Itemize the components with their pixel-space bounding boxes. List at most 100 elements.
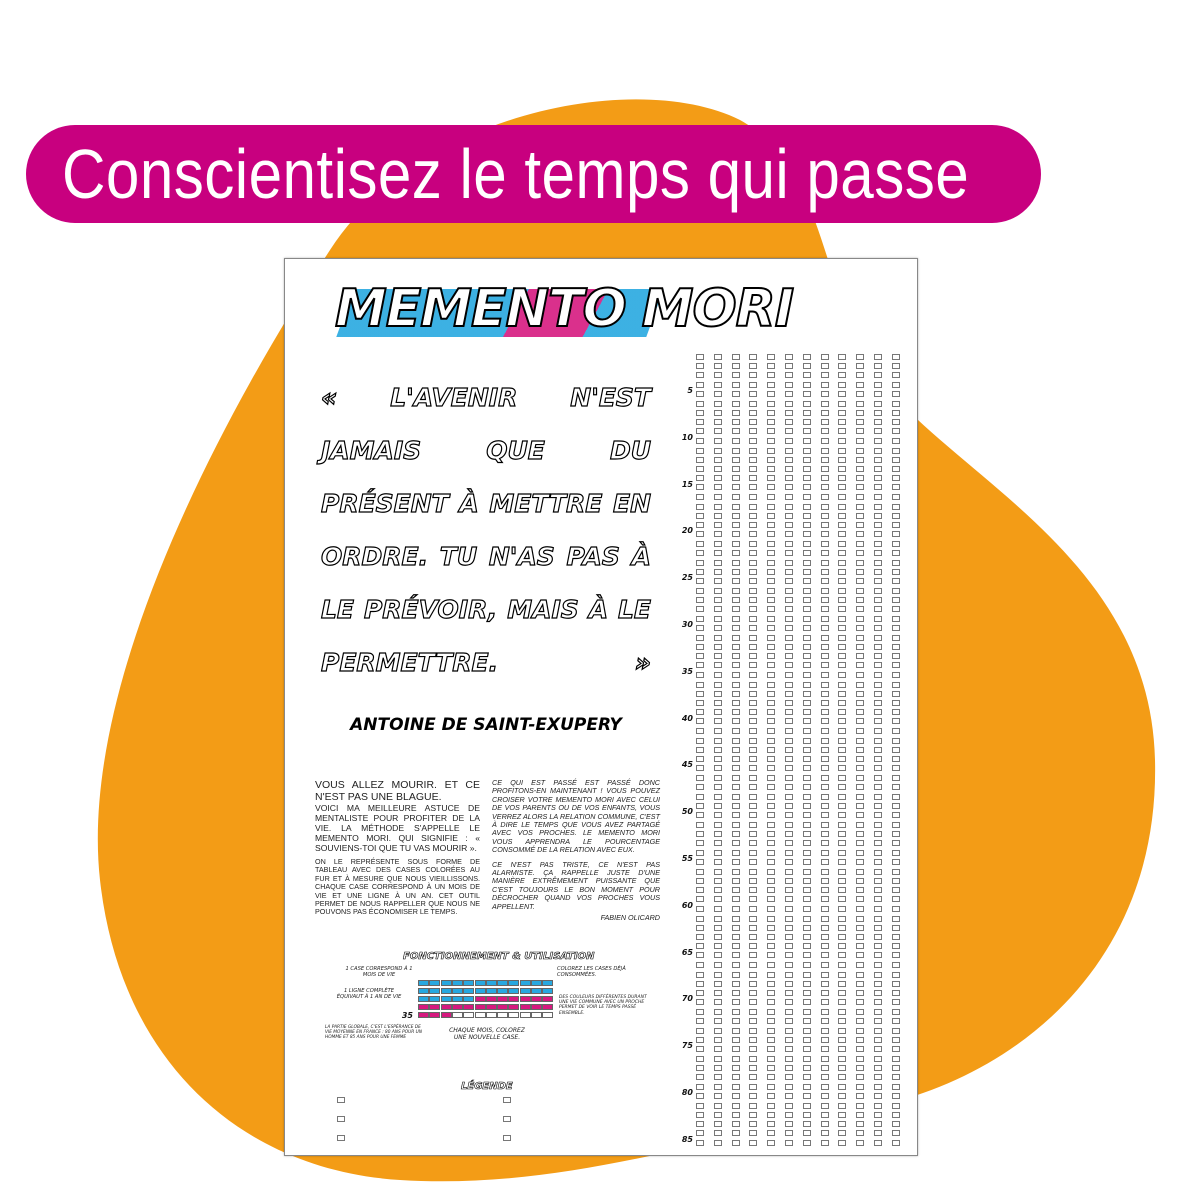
month-cell[interactable] <box>785 971 793 978</box>
month-cell[interactable] <box>838 494 847 501</box>
month-cell[interactable] <box>891 905 900 912</box>
month-cell[interactable] <box>767 924 776 931</box>
month-cell[interactable] <box>731 512 740 519</box>
month-cell[interactable] <box>802 1036 811 1043</box>
month-cell[interactable] <box>767 896 776 903</box>
month-cell[interactable] <box>713 522 722 528</box>
month-cell[interactable] <box>802 644 811 650</box>
month-cell[interactable] <box>802 887 811 894</box>
month-cell[interactable] <box>838 1056 847 1062</box>
month-cell[interactable] <box>785 1083 793 1090</box>
month-cell[interactable] <box>713 644 722 650</box>
month-cell[interactable] <box>874 363 882 370</box>
month-cell[interactable] <box>820 1139 829 1146</box>
month-cell[interactable] <box>891 588 900 594</box>
month-cell[interactable] <box>802 690 811 697</box>
month-cell[interactable] <box>767 934 776 940</box>
month-cell[interactable] <box>696 354 704 360</box>
month-cell[interactable] <box>749 896 758 903</box>
month-cell[interactable] <box>696 849 704 856</box>
month-cell[interactable] <box>696 419 704 426</box>
month-cell[interactable] <box>874 644 882 650</box>
month-cell[interactable] <box>802 381 811 388</box>
month-cell[interactable] <box>820 1074 829 1081</box>
month-cell[interactable] <box>713 728 722 735</box>
month-cell[interactable] <box>856 1130 865 1137</box>
month-cell[interactable] <box>891 737 900 744</box>
month-cell[interactable] <box>749 1139 758 1146</box>
month-cell[interactable] <box>713 1065 722 1072</box>
month-cell[interactable] <box>785 484 793 491</box>
month-cell[interactable] <box>749 419 758 426</box>
month-cell[interactable] <box>802 962 811 969</box>
month-cell[interactable] <box>767 662 776 669</box>
month-cell[interactable] <box>731 522 740 528</box>
month-cell[interactable] <box>767 999 776 1006</box>
month-cell[interactable] <box>802 812 811 818</box>
month-cell[interactable] <box>713 588 722 594</box>
month-cell[interactable] <box>820 700 829 706</box>
month-cell[interactable] <box>802 1139 811 1146</box>
month-cell[interactable] <box>713 952 722 959</box>
month-cell[interactable] <box>767 1102 776 1109</box>
month-cell[interactable] <box>785 1065 793 1072</box>
month-cell[interactable] <box>696 1074 704 1081</box>
month-cell[interactable] <box>820 756 829 762</box>
month-cell[interactable] <box>713 934 722 940</box>
month-cell[interactable] <box>767 962 776 969</box>
month-cell[interactable] <box>856 793 865 800</box>
month-cell[interactable] <box>713 896 722 903</box>
month-cell[interactable] <box>874 531 882 538</box>
month-cell[interactable] <box>713 858 722 865</box>
month-cell[interactable] <box>713 756 722 762</box>
month-cell[interactable] <box>874 971 882 978</box>
month-cell[interactable] <box>731 484 740 491</box>
month-cell[interactable] <box>785 606 793 613</box>
month-cell[interactable] <box>731 775 740 782</box>
month-cell[interactable] <box>891 980 900 987</box>
month-cell[interactable] <box>838 1009 847 1016</box>
month-cell[interactable] <box>856 990 865 996</box>
month-cell[interactable] <box>731 466 740 472</box>
month-cell[interactable] <box>731 990 740 996</box>
month-cell[interactable] <box>785 681 793 688</box>
month-cell[interactable] <box>838 1018 847 1025</box>
month-cell[interactable] <box>696 634 704 641</box>
month-cell[interactable] <box>838 793 847 800</box>
month-cell[interactable] <box>874 578 882 584</box>
month-cell[interactable] <box>874 1065 882 1072</box>
month-cell[interactable] <box>785 1112 793 1118</box>
month-cell[interactable] <box>838 756 847 762</box>
month-cell[interactable] <box>874 1046 882 1052</box>
month-cell[interactable] <box>731 849 740 856</box>
month-cell[interactable] <box>802 784 811 791</box>
month-cell[interactable] <box>767 784 776 791</box>
month-cell[interactable] <box>874 962 882 969</box>
month-cell[interactable] <box>713 980 722 987</box>
month-cell[interactable] <box>696 887 704 894</box>
month-cell[interactable] <box>820 709 829 716</box>
month-cell[interactable] <box>856 437 865 444</box>
month-cell[interactable] <box>820 588 829 594</box>
month-cell[interactable] <box>696 447 704 454</box>
month-cell[interactable] <box>713 419 722 426</box>
month-cell[interactable] <box>874 354 882 360</box>
month-cell[interactable] <box>713 1112 722 1118</box>
month-cell[interactable] <box>820 971 829 978</box>
month-cell[interactable] <box>731 812 740 818</box>
month-cell[interactable] <box>731 718 740 725</box>
month-cell[interactable] <box>874 765 882 772</box>
month-cell[interactable] <box>713 812 722 818</box>
month-cell[interactable] <box>696 934 704 940</box>
month-cell[interactable] <box>785 578 793 584</box>
month-cell[interactable] <box>891 671 900 678</box>
month-cell[interactable] <box>838 840 847 847</box>
month-cell[interactable] <box>785 597 793 604</box>
month-cell[interactable] <box>749 568 758 575</box>
month-cell[interactable] <box>785 568 793 575</box>
month-cell[interactable] <box>749 1083 758 1090</box>
month-cell[interactable] <box>838 831 847 838</box>
month-cell[interactable] <box>767 522 776 528</box>
month-cell[interactable] <box>713 653 722 660</box>
month-cell[interactable] <box>874 1130 882 1137</box>
